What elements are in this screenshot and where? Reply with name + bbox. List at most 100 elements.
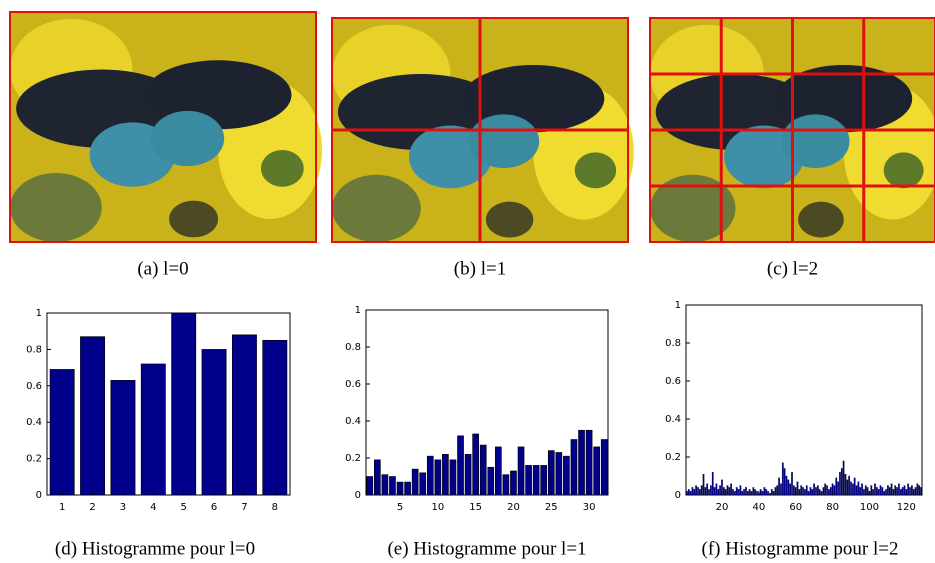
x-tick-label: 25	[545, 502, 558, 513]
bar	[201, 349, 227, 496]
axes-box	[685, 304, 923, 496]
y-tick-label: 0.6	[345, 379, 361, 390]
photo	[331, 17, 634, 243]
caption: (b) l=1	[454, 258, 506, 279]
photo-border	[9, 11, 317, 243]
bar	[770, 489, 773, 496]
bar	[426, 455, 434, 496]
bar	[914, 487, 917, 496]
bar	[879, 485, 882, 496]
bar	[487, 466, 495, 496]
bar	[781, 462, 784, 496]
wing	[150, 110, 225, 167]
bar	[756, 491, 758, 496]
bar	[532, 465, 540, 496]
bar	[888, 487, 891, 496]
flower-center	[169, 200, 219, 238]
bar	[852, 483, 854, 496]
bar	[875, 487, 878, 496]
flower-center	[798, 201, 844, 238]
bar	[697, 487, 699, 496]
x-tick-label: 5	[397, 502, 403, 513]
flower-center	[485, 201, 534, 238]
bar	[381, 474, 389, 496]
bar	[848, 475, 851, 496]
bar	[698, 489, 701, 496]
flower-center	[260, 150, 304, 187]
bar	[540, 465, 548, 496]
bar	[600, 439, 608, 496]
bar	[593, 446, 600, 496]
bar	[80, 336, 106, 496]
leaf	[10, 173, 102, 242]
caption: (a) l=0	[137, 258, 188, 279]
bar	[881, 487, 884, 496]
bar	[525, 465, 532, 496]
y-tick-label: 0.2	[345, 453, 361, 464]
wing	[468, 114, 540, 169]
y-tick-label: 0	[36, 490, 42, 501]
bar	[419, 472, 427, 496]
bar	[547, 450, 555, 496]
bar	[870, 485, 873, 496]
bar	[800, 485, 803, 496]
bar	[374, 459, 381, 496]
bar	[231, 334, 257, 496]
bar	[898, 483, 900, 496]
bar	[901, 487, 904, 496]
bar	[842, 460, 845, 496]
bar	[741, 491, 744, 496]
bar	[517, 446, 525, 496]
bar	[563, 455, 570, 496]
bar	[778, 477, 780, 496]
bar	[855, 485, 858, 496]
x-tick-label: 20	[716, 502, 729, 513]
bar	[863, 489, 865, 496]
bar	[892, 489, 895, 496]
bar	[883, 491, 886, 496]
bar	[769, 493, 771, 496]
bar	[700, 485, 703, 496]
bar	[804, 489, 806, 496]
x-tick-label: 120	[897, 502, 916, 513]
bar	[837, 481, 839, 496]
bar	[772, 491, 775, 496]
y-tick-label: 0.8	[26, 344, 42, 355]
bar	[816, 485, 819, 496]
x-tick-label: 20	[507, 502, 520, 513]
bar	[774, 487, 777, 496]
bar	[909, 487, 911, 496]
x-tick-label: 60	[789, 502, 802, 513]
bar	[702, 474, 705, 496]
bar	[502, 474, 510, 496]
caption: (c) l=2	[767, 258, 818, 279]
bar	[791, 472, 793, 496]
bar	[840, 468, 843, 496]
bar	[578, 429, 585, 496]
y-tick-label: 1	[36, 308, 42, 319]
x-tick-label: 100	[860, 502, 879, 513]
bar	[780, 483, 782, 496]
bar	[857, 481, 860, 496]
x-tick-label: 2	[89, 502, 95, 513]
bar	[872, 489, 874, 496]
bar	[743, 489, 745, 496]
bar	[479, 444, 487, 496]
x-tick-label: 6	[211, 502, 217, 513]
bar	[826, 485, 828, 496]
bar	[866, 487, 869, 496]
bar	[765, 489, 768, 496]
bar	[434, 459, 442, 496]
x-tick-label: 5	[181, 502, 187, 513]
bar	[752, 487, 755, 496]
bar	[759, 489, 762, 496]
bar	[894, 485, 897, 496]
y-tick-label: 0.4	[665, 414, 681, 425]
bar	[807, 491, 810, 496]
leaf	[332, 174, 421, 242]
caption: (f) Histogramme pour l=2	[702, 538, 899, 559]
y-tick-label: 0	[355, 490, 361, 501]
bar	[737, 489, 740, 496]
bar	[730, 483, 733, 496]
